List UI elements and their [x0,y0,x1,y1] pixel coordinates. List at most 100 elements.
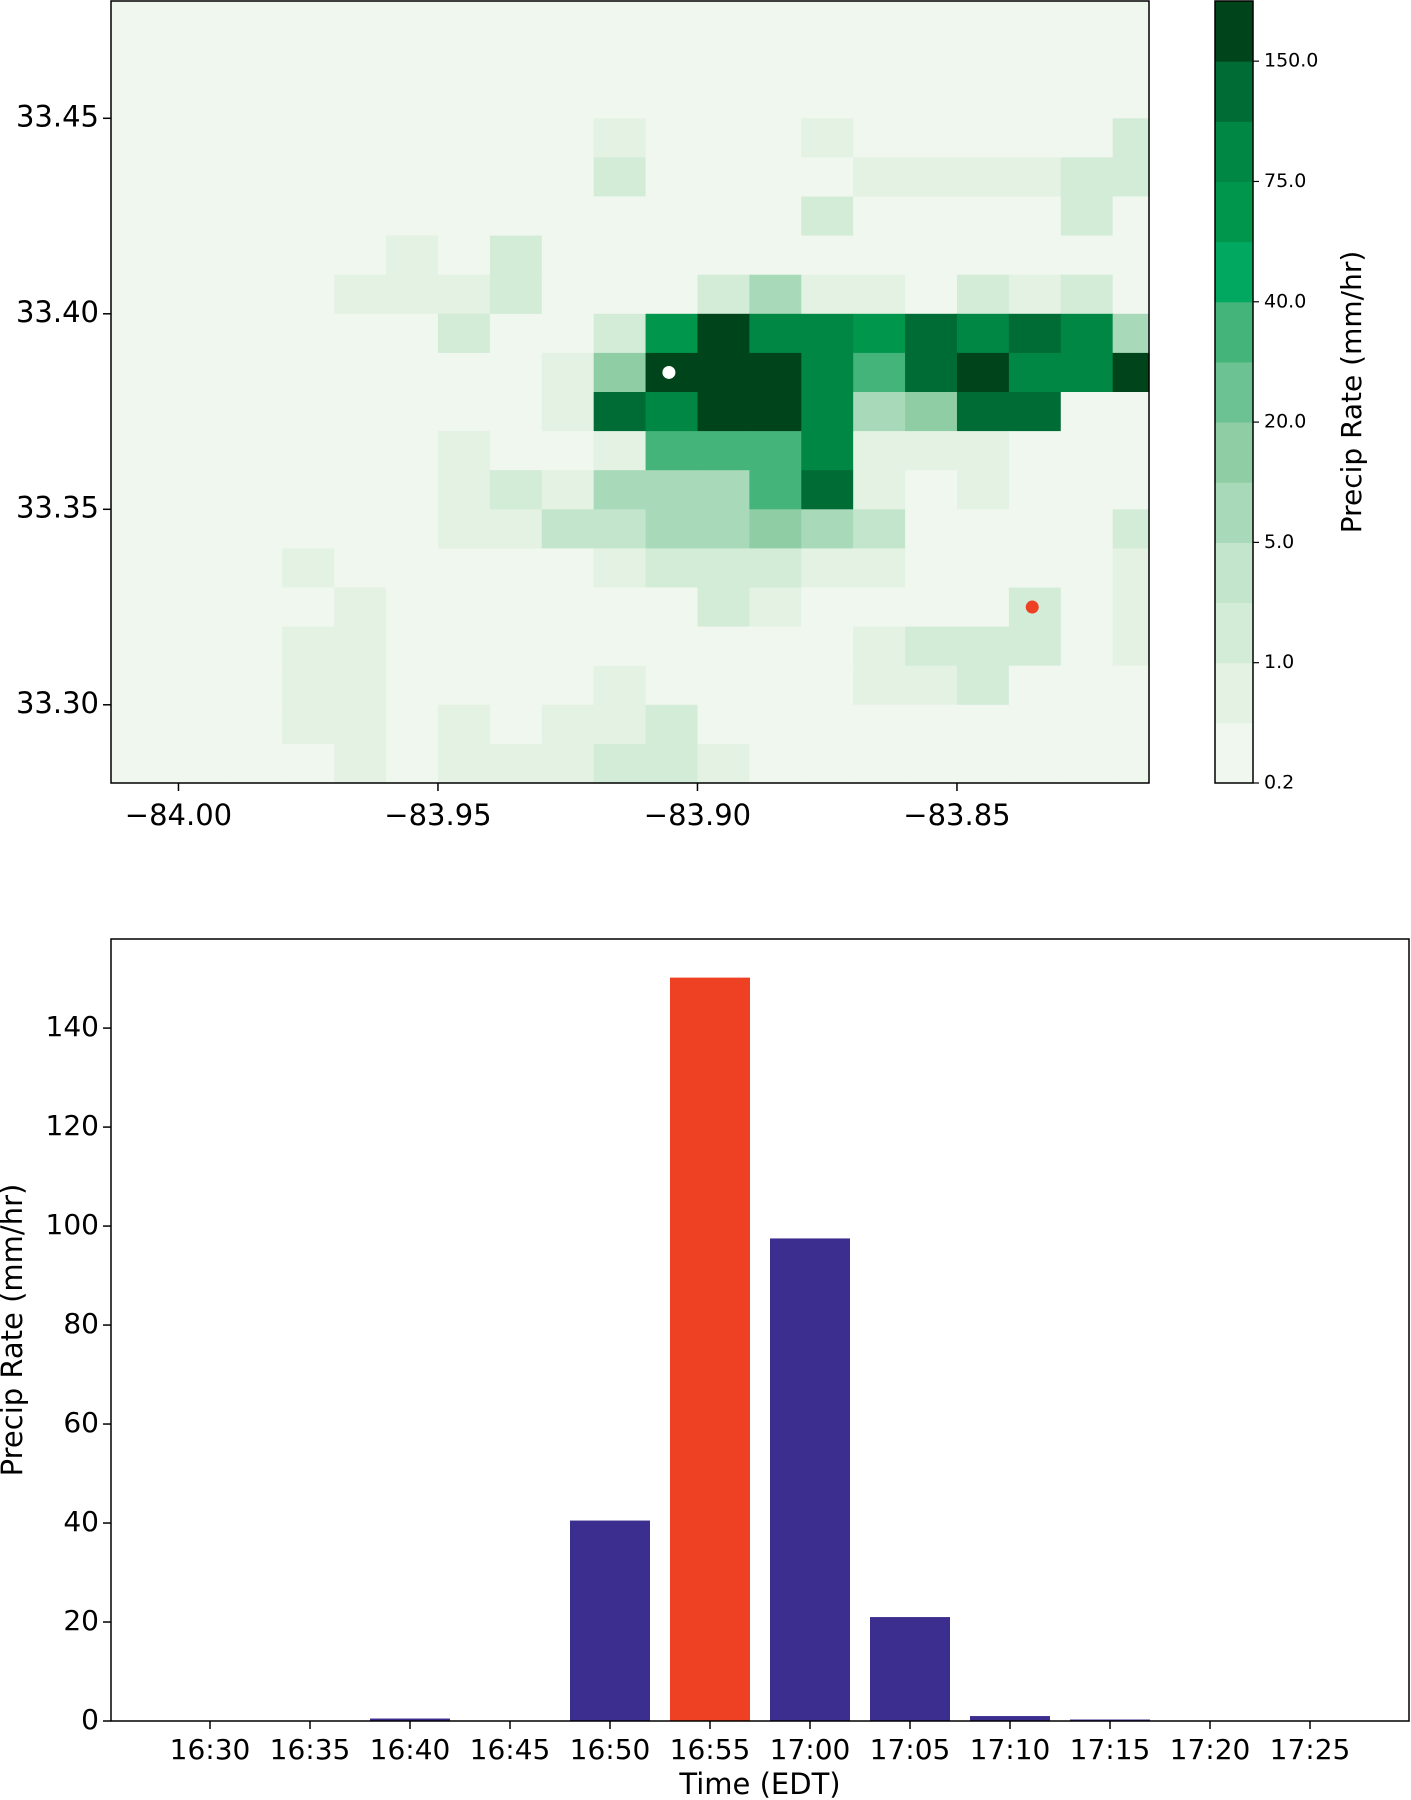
heatmap-cell [489,509,543,549]
heatmap-cell [801,626,854,667]
heatmap-cell [282,352,335,393]
heatmap-cell [1060,157,1114,198]
heatmap-cell [956,40,1010,80]
heatmap-cell [749,1,802,41]
colorbar-swatch [1215,121,1253,182]
heatmap-cell [801,665,854,706]
heatmap-cell [697,665,750,706]
heatmap-cell [334,743,387,784]
heatmap-cell [1112,235,1150,276]
heatmap-cell [489,352,543,393]
heatmap-cell [853,1,906,41]
heatmap-cell [801,79,854,119]
heatmap-cell [645,704,699,745]
bar [670,977,750,1721]
heatmap-cell [1112,157,1150,198]
heatmap-cell [905,392,958,432]
heatmap-cell [178,704,231,745]
bar-chart-frame [110,938,1410,1722]
heatmap-cell [334,1,387,41]
heatmap-cell [541,352,595,393]
bar-x-tick-label: 17:20 [1170,1733,1251,1766]
heatmap-cell [541,118,595,158]
heatmap-cell [956,313,1010,354]
heatmap-cell [1112,196,1150,237]
colorbar-swatch [1215,722,1253,784]
heatmap-cell [801,118,854,158]
bar-x-tick-label: 17:00 [770,1733,851,1766]
heatmap-cell [282,79,335,119]
heatmap-cell [230,235,283,276]
heatmap-cell [956,704,1010,745]
bar-y-tick-label: 20 [63,1604,99,1637]
heatmap-cell [905,313,958,354]
heatmap-cell [853,352,906,393]
heatmap-cell [956,665,1010,706]
heatmap-cell [593,548,647,589]
heatmap-cell [178,626,231,667]
heatmap-cell [593,79,647,119]
heatmap-cell [178,587,231,628]
map-x-tick-label: −83.90 [644,798,751,832]
heatmap-cell [230,118,283,158]
heatmap-cell [230,509,283,549]
heatmap-cell [437,352,491,393]
bars [370,977,1350,1721]
heatmap-cell [334,274,387,315]
colorbar-frame [1214,0,1254,784]
heatmap-cell [1112,118,1150,158]
heatmap-cell [956,79,1010,119]
heatmap-cell [1008,1,1062,41]
heatmap-cell [1008,626,1062,667]
heatmap-cell [334,704,387,745]
heatmap-cell [956,431,1010,471]
heatmap-cell [386,196,439,237]
heatmap-cell [1060,587,1114,628]
heatmap-cell [282,392,335,432]
colorbar-ticks: 0.2 1.0 5.0 20.0 40.0 75.0 150.0 [1253,50,1318,794]
heatmap-cell [178,743,231,784]
heatmap-cell [230,274,283,315]
heatmap-cell [178,1,231,41]
heatmap-cell [697,704,750,745]
heatmap-cell [282,743,335,784]
heatmap-cell [437,157,491,198]
heatmap-cell [1008,509,1062,549]
heatmap-cell [541,704,595,745]
heatmap-cell [230,313,283,354]
heatmap-cell [541,392,595,432]
heatmap-cell [593,587,647,628]
heatmap-cell [282,40,335,80]
heatmap-cells [111,1,1150,784]
heatmap-cell [282,509,335,549]
heatmap-cell [853,313,906,354]
heatmap-cell [801,352,854,393]
heatmap-cell [386,509,439,549]
heatmap-cell [749,274,802,315]
heatmap-cell [386,157,439,198]
heatmap-cell [593,235,647,276]
heatmap-cell [282,196,335,237]
heatmap-cell [905,1,958,41]
heatmap-cell [489,79,543,119]
heatmap-cell [230,157,283,198]
heatmap-cell [749,157,802,198]
heatmap-cell [749,587,802,628]
heatmap-cell [230,548,283,589]
precip-map-panel: −84.00 −83.95 −83.90 −83.85 33.45 33.40 33.35… [16,0,1150,832]
heatmap-cell [697,313,750,354]
heatmap-cell [1060,665,1114,706]
heatmap-cell [1060,509,1114,549]
heatmap-cell [853,392,906,432]
heatmap-cell [1008,548,1062,589]
heatmap-cell [905,235,958,276]
heatmap-cell [645,626,699,667]
heatmap-cell [853,79,906,119]
colorbar-label: Precip Rate (mm/hr) [1335,251,1368,534]
heatmap-cell [334,587,387,628]
heatmap-cell [645,118,699,158]
heatmap-cell [1112,313,1150,354]
heatmap-cell [645,392,699,432]
heatmap-cell [178,470,231,510]
heatmap-cell [541,40,595,80]
